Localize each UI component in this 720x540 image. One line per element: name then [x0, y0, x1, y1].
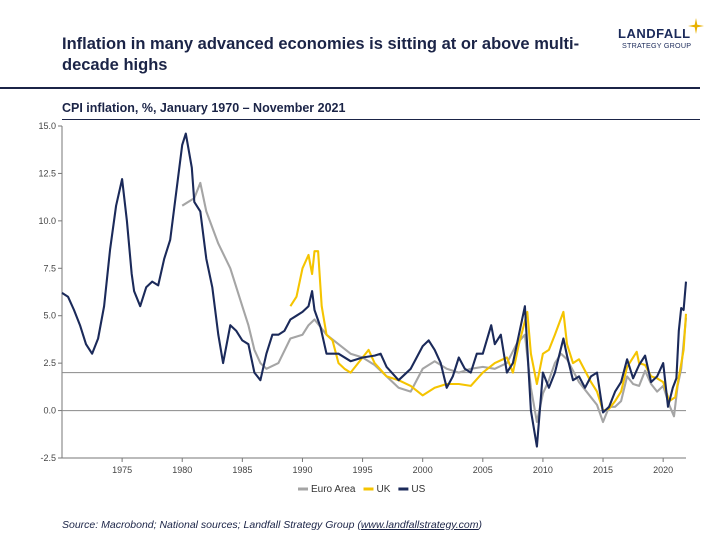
series-line-uk: [289, 250, 688, 412]
chart-subtitle: CPI inflation, %, January 1970 – Novembe…: [62, 101, 346, 115]
logo-tagline: STRATEGY GROUP: [622, 41, 692, 50]
y-tick-label: 2.5: [43, 358, 56, 368]
source-note: Source: Macrobond; National sources; Lan…: [62, 519, 482, 531]
x-tick-label: 1995: [353, 465, 373, 475]
y-tick-label: 15.0: [38, 121, 56, 131]
source-suffix: ): [478, 519, 483, 531]
series-line-euro-area: [181, 181, 688, 424]
x-tick-label: 1980: [172, 465, 192, 475]
legend-label: US: [411, 484, 425, 495]
x-tick-label: 2000: [413, 465, 433, 475]
chart-axes: -2.5 0.0 2.5 5.0 7.5 10.0 12.5 15.0 1975 1980 1985…: [38, 121, 686, 475]
y-tick-label: 0.0: [43, 406, 56, 416]
source-link[interactable]: www.landfallstrategy.com: [360, 519, 479, 531]
source-text: Source: Macrobond; National sources; Lan…: [62, 519, 361, 531]
chart-legend: Euro Area UK US: [298, 484, 426, 495]
subtitle-divider: [62, 119, 700, 120]
y-tick-label: -2.5: [40, 453, 56, 463]
x-tick-label: 1990: [292, 465, 312, 475]
series-line-us: [61, 132, 688, 448]
brand-logo: LANDFALL STRATEGY GROUP: [612, 18, 704, 58]
y-tick-label: 12.5: [38, 168, 56, 178]
x-tick-label: 2015: [593, 465, 613, 475]
chart-series: [61, 132, 688, 448]
y-tick-label: 7.5: [43, 263, 56, 273]
x-tick-label: 1975: [112, 465, 132, 475]
page-title: Inflation in many advanced economies is …: [62, 35, 580, 74]
legend-label: UK: [376, 484, 390, 495]
x-tick-label: 1985: [232, 465, 252, 475]
logo-name: LANDFALL: [618, 26, 691, 41]
header-divider: [0, 87, 700, 89]
x-tick-label: 2005: [473, 465, 493, 475]
legend-label: Euro Area: [311, 484, 356, 495]
y-tick-label: 10.0: [38, 216, 56, 226]
sparkle-star-icon: [688, 18, 704, 34]
y-tick-label: 5.0: [43, 311, 56, 321]
x-tick-label: 2010: [533, 465, 553, 475]
x-tick-label: 2020: [653, 465, 673, 475]
cpi-inflation-chart: -2.5 0.0 2.5 5.0 7.5 10.0 12.5 15.0 1975 1980 1985…: [38, 121, 688, 495]
